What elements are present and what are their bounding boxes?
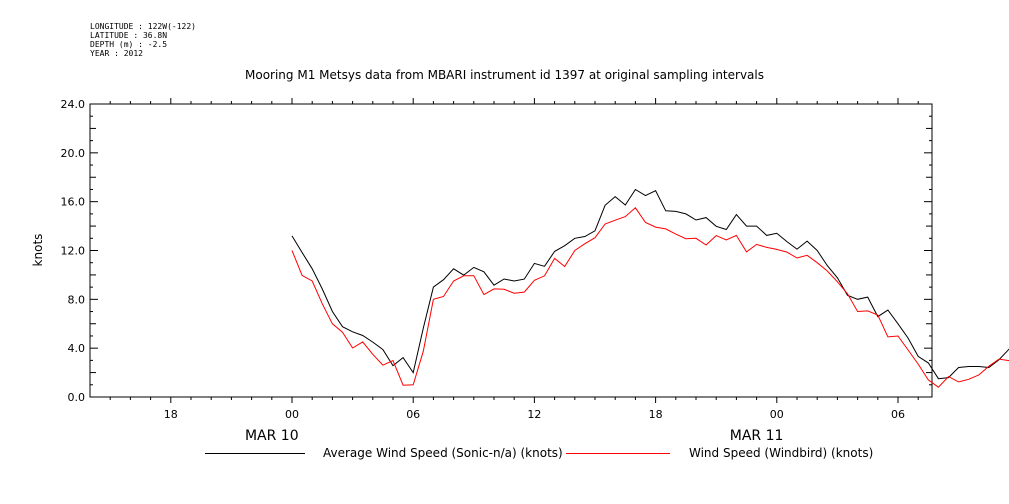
x-tick-label: 18 — [164, 408, 178, 421]
metadata-block: LONGITUDE : 122W(-122) LATITUDE : 36.8N … — [90, 22, 196, 58]
x-tick-label: 18 — [649, 408, 663, 421]
chart-title: Mooring M1 Metsys data from MBARI instru… — [245, 68, 764, 82]
x-day-label: MAR 11 — [730, 428, 784, 444]
y-tick-label: 8.0 — [68, 293, 86, 306]
series-line-windbird — [291, 207, 1009, 388]
latitude-label: LATITUDE : 36.8N — [90, 31, 168, 40]
y-tick-label: 20.0 — [61, 147, 86, 160]
legend-swatch-windbird — [566, 453, 670, 454]
x-tick-label: 12 — [527, 408, 541, 421]
depth-label: DEPTH (m) : -2.5 — [90, 40, 168, 49]
x-tick-label: 06 — [891, 408, 905, 421]
y-tick-label: 4.0 — [68, 342, 86, 355]
x-tick-label: 00 — [770, 408, 784, 421]
legend-label-sonic: Average Wind Speed (Sonic-n/a) (knots) — [323, 446, 563, 460]
x-tick-label: 00 — [285, 408, 299, 421]
x-tick-label: 06 — [406, 408, 420, 421]
y-tick-label: 16.0 — [61, 196, 86, 209]
legend-swatch-sonic — [205, 453, 305, 454]
plot-frame — [89, 103, 933, 398]
y-tick-label: 12.0 — [61, 245, 86, 258]
y-tick-label: 24.0 — [61, 98, 86, 111]
legend-label-windbird: Wind Speed (Windbird) (knots) — [689, 446, 874, 460]
year-label: YEAR : 2012 — [90, 49, 143, 58]
y-tick-label: 0.0 — [68, 391, 86, 404]
x-day-label: MAR 10 — [245, 428, 299, 444]
longitude-label: LONGITUDE : 122W(-122) — [90, 22, 196, 31]
series-line-sonic — [291, 188, 1009, 380]
y-axis-label: knots — [31, 234, 45, 267]
